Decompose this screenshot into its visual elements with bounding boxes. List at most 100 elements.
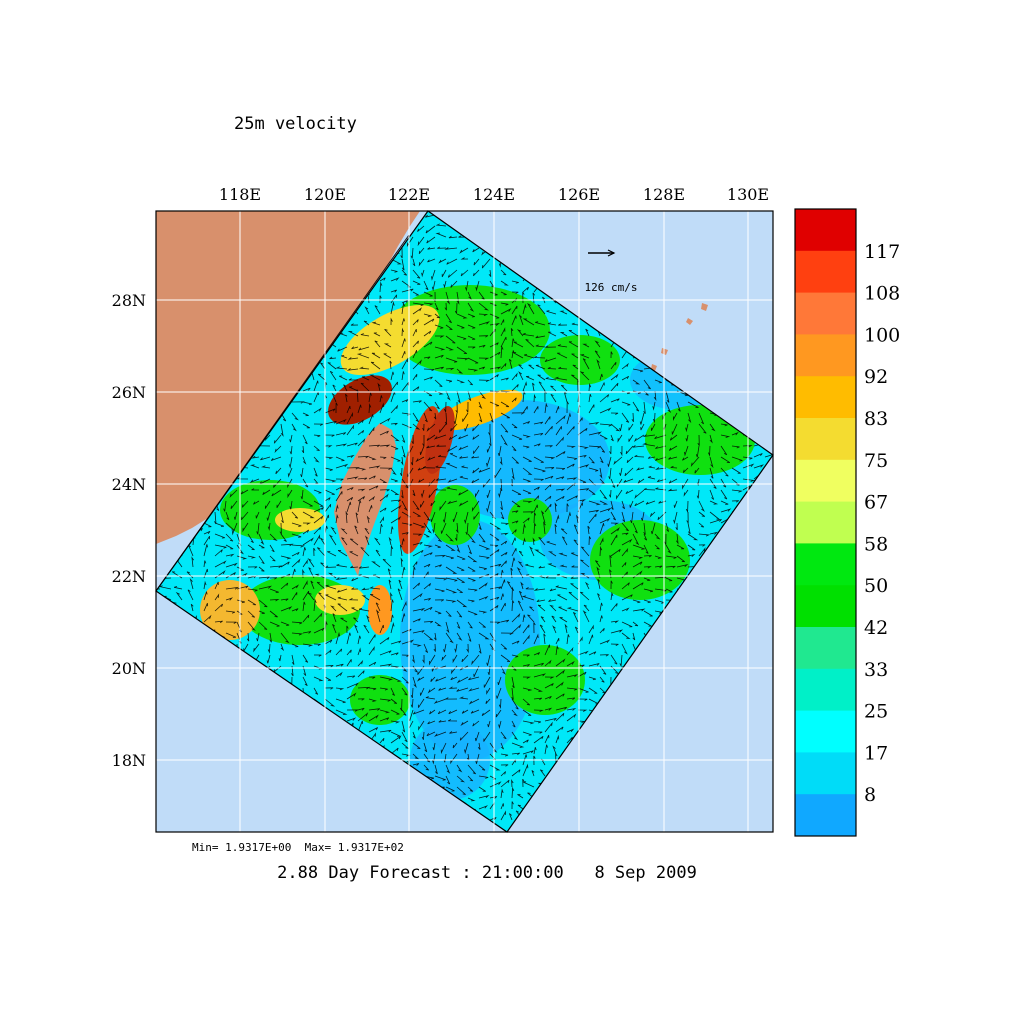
velocity-arrow <box>599 445 606 453</box>
velocity-arrow <box>544 357 557 362</box>
velocity-arrow <box>390 489 400 496</box>
velocity-arrow <box>667 488 678 492</box>
velocity-arrow <box>533 467 546 473</box>
velocity-arrow <box>412 307 423 315</box>
velocity-arrow <box>599 676 605 683</box>
velocity-arrow <box>566 477 578 481</box>
velocity-arrow <box>764 453 773 458</box>
velocity-arrow <box>654 555 663 559</box>
velocity-arrow <box>346 659 352 667</box>
velocity-arrow <box>371 561 381 568</box>
velocity-arrow <box>438 687 447 691</box>
velocity-arrow <box>412 500 420 511</box>
velocity-arrow <box>456 555 466 560</box>
velocity-arrow <box>643 566 652 569</box>
velocity-arrow <box>313 643 321 646</box>
velocity-arrow <box>435 676 447 682</box>
velocity-arrow <box>456 324 465 329</box>
velocity-arrow <box>517 600 524 612</box>
velocity-arrow <box>560 528 568 535</box>
velocity-arrow <box>511 623 522 634</box>
velocity-arrow <box>319 537 326 546</box>
velocity-arrow <box>351 346 359 350</box>
velocity-arrow <box>684 445 689 457</box>
velocity-arrow <box>511 423 518 429</box>
velocity-arrow <box>410 698 414 708</box>
velocity-arrow <box>566 687 578 691</box>
velocity-arrow <box>566 646 574 656</box>
velocity-arrow <box>533 486 540 491</box>
velocity-arrow <box>533 433 544 436</box>
velocity-arrow <box>522 750 534 755</box>
velocity-arrow <box>720 489 728 500</box>
velocity-arrow <box>544 503 552 513</box>
velocity-arrow <box>577 427 588 436</box>
velocity-arrow <box>324 649 332 656</box>
velocity-arrow <box>427 258 436 263</box>
velocity-arrow <box>417 236 425 247</box>
velocity-arrow <box>335 463 349 469</box>
velocity-arrow <box>511 759 517 766</box>
velocity-arrow <box>335 504 339 513</box>
velocity-arrow <box>387 568 392 579</box>
velocity-arrow <box>335 648 343 656</box>
velocity-arrow <box>345 510 349 524</box>
velocity-arrow <box>518 371 524 381</box>
velocity-arrow <box>545 345 557 348</box>
velocity-arrow <box>500 731 507 740</box>
velocity-arrow <box>302 412 309 417</box>
velocity-arrow <box>412 561 418 568</box>
velocity-arrow <box>317 373 326 381</box>
velocity-arrow <box>401 301 405 315</box>
y-tick-22n: 22N <box>112 567 146 586</box>
velocity-arrow <box>523 354 535 359</box>
velocity-arrow <box>511 280 519 284</box>
map-title: 25m velocity <box>234 114 357 134</box>
velocity-arrow <box>632 533 640 546</box>
velocity-arrow <box>214 560 227 568</box>
velocity-arrow <box>368 586 381 590</box>
velocity-arrow <box>643 555 652 558</box>
velocity-arrow <box>607 456 612 467</box>
velocity-arrow <box>425 214 436 218</box>
velocity-arrow <box>459 696 469 700</box>
velocity-arrow <box>500 779 510 788</box>
velocity-arrow <box>522 434 531 438</box>
velocity-arrow <box>247 544 255 551</box>
velocity-arrow <box>456 610 463 618</box>
velocity-arrow <box>358 574 370 579</box>
velocity-arrow <box>468 346 476 349</box>
velocity-arrow <box>423 742 428 753</box>
velocity-arrow <box>509 813 513 821</box>
velocity-arrow <box>313 380 319 392</box>
velocity-arrow <box>379 277 386 282</box>
velocity-arrow <box>566 445 576 449</box>
velocity-arrow <box>390 258 402 265</box>
velocity-arrow <box>533 652 541 656</box>
velocity-arrow <box>448 235 458 239</box>
velocity-arrow <box>525 587 535 590</box>
velocity-arrow <box>500 665 506 675</box>
velocity-arrow <box>324 676 332 681</box>
velocity-arrow <box>302 547 306 557</box>
velocity-arrow <box>450 753 458 765</box>
velocity-arrow <box>478 344 486 348</box>
velocity-arrow <box>337 596 348 601</box>
velocity-arrow <box>467 577 476 582</box>
velocity-arrow <box>489 596 500 601</box>
velocity-arrow <box>577 464 590 469</box>
velocity-arrow <box>571 374 579 381</box>
velocity-arrow <box>358 566 370 569</box>
velocity-arrow <box>687 553 696 557</box>
velocity-arrow <box>540 616 546 623</box>
velocity-arrow <box>375 549 381 557</box>
velocity-arrow <box>558 606 568 612</box>
velocity-arrow <box>487 665 491 675</box>
velocity-arrow <box>433 643 436 652</box>
velocity-arrow <box>544 683 554 689</box>
velocity-arrow <box>320 562 326 568</box>
velocity-arrow <box>500 511 505 520</box>
velocity-arrow <box>466 643 469 654</box>
colorbar-label: 50 <box>864 575 888 597</box>
velocity-arrow <box>643 379 651 390</box>
